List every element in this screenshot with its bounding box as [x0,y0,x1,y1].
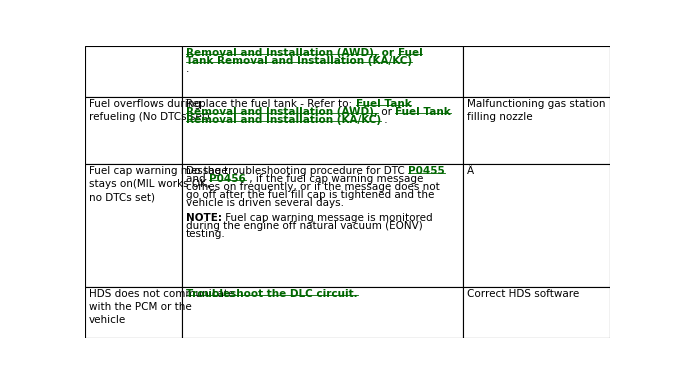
Text: Replace the fuel tank - Refer to:: Replace the fuel tank - Refer to: [186,99,355,109]
Bar [85,164,182,287]
Text: during the engine off natural vacuum (EONV): during the engine off natural vacuum (EO… [186,221,423,231]
Text: or: or [378,107,395,117]
Bar [182,97,463,164]
Bar [85,287,182,338]
Text: Fuel Tank: Fuel Tank [395,107,451,117]
Text: comes on frequently, or if the message does not: comes on frequently, or if the message d… [186,182,440,192]
Text: and: and [186,174,209,184]
Text: Tank Removal and Installation (KA/KC): Tank Removal and Installation (KA/KC) [186,56,412,66]
Text: Removal and Installation (KA/KC): Removal and Installation (KA/KC) [186,115,381,125]
Text: Fuel Tank: Fuel Tank [355,99,412,109]
Text: Fuel overflows during
refueling (No DTCs set): Fuel overflows during refueling (No DTCs… [89,99,210,122]
Text: go off after the fuel fill cap is tightened and the: go off after the fuel fill cap is tighte… [186,190,435,200]
Text: Removal and Installation (AWD),: Removal and Installation (AWD), [186,48,378,58]
Text: vehicle is driven several days.: vehicle is driven several days. [186,198,344,207]
Bar [182,46,463,97]
Text: Troubleshoot the DLC circuit.: Troubleshoot the DLC circuit. [186,289,358,299]
Bar [182,287,463,338]
Bar [182,164,463,287]
Text: Removal and Installation (AWD),: Removal and Installation (AWD), [186,107,378,117]
Text: or: or [378,48,398,58]
Bar [85,46,182,97]
Text: Malfunctioning gas station
filling nozzle: Malfunctioning gas station filling nozzl… [467,99,605,122]
Text: Fuel cap warning message
stays on(MIL works OK,
no DTCs set): Fuel cap warning message stays on(MIL wo… [89,166,228,202]
Text: P0455: P0455 [408,166,445,176]
Bar [463,287,610,338]
Bar [85,97,182,164]
Text: .: . [381,115,388,125]
Text: P0456: P0456 [209,174,246,184]
Bar [463,164,610,287]
Text: Fuel: Fuel [398,48,422,58]
Text: testing.: testing. [186,229,226,239]
Text: Â: Â [467,166,475,176]
Text: HDS does not communicate
with the PCM or the
vehicle: HDS does not communicate with the PCM or… [89,289,235,325]
Text: Correct HDS software: Correct HDS software [467,289,580,299]
Text: Fuel cap warning message is monitored: Fuel cap warning message is monitored [222,213,433,223]
Bar [463,97,610,164]
Bar [463,46,610,97]
Text: Do the troubleshooting procedure for DTC: Do the troubleshooting procedure for DTC [186,166,408,176]
Text: , if the fuel cap warning message: , if the fuel cap warning message [246,174,423,184]
Text: NOTE:: NOTE: [186,213,222,223]
Text: .: . [186,63,190,74]
